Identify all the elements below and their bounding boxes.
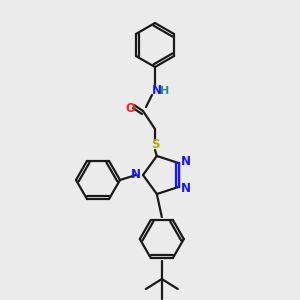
Text: S: S xyxy=(151,139,159,152)
Text: N: N xyxy=(181,182,191,195)
Text: O: O xyxy=(125,103,135,116)
Text: N: N xyxy=(152,85,162,98)
Text: N: N xyxy=(131,169,141,182)
Text: N: N xyxy=(181,155,191,168)
Text: H: H xyxy=(160,86,169,96)
